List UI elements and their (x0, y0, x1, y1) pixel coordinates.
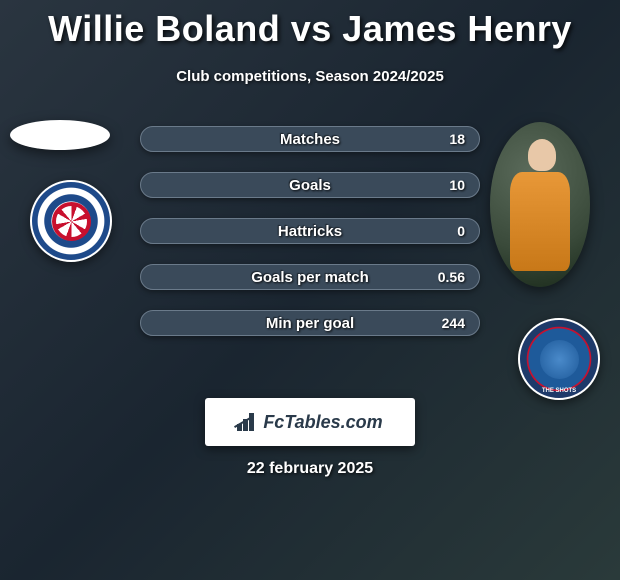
brand-text: FcTables.com (263, 412, 382, 433)
subtitle: Club competitions, Season 2024/2025 (0, 68, 620, 85)
stat-value-right: 18 (449, 131, 465, 147)
stat-label: Goals per match (251, 269, 369, 286)
stat-label: Hattricks (278, 223, 342, 240)
club-badge-right: THE SHOTS (518, 318, 600, 400)
player-right-avatar (490, 122, 590, 287)
stat-label: Matches (280, 131, 340, 148)
stats-container: Matches 18 Goals 10 Hattricks 0 Goals pe… (140, 126, 480, 356)
club-badge-left (30, 180, 112, 262)
stat-value-right: 0.56 (438, 269, 465, 285)
brand-chart-icon (237, 413, 259, 431)
date-label: 22 february 2025 (0, 460, 620, 478)
stat-row: Hattricks 0 (140, 218, 480, 244)
stat-row: Matches 18 (140, 126, 480, 152)
stat-row: Min per goal 244 (140, 310, 480, 336)
stat-row: Goals per match 0.56 (140, 264, 480, 290)
page-title: Willie Boland vs James Henry (0, 0, 620, 50)
stat-label: Min per goal (266, 315, 354, 332)
stat-value-right: 244 (442, 315, 465, 331)
stat-row: Goals 10 (140, 172, 480, 198)
stat-value-right: 0 (457, 223, 465, 239)
stat-label: Goals (289, 177, 331, 194)
brand-badge: FcTables.com (205, 398, 415, 446)
player-left-avatar (10, 120, 110, 150)
stat-value-right: 10 (449, 177, 465, 193)
